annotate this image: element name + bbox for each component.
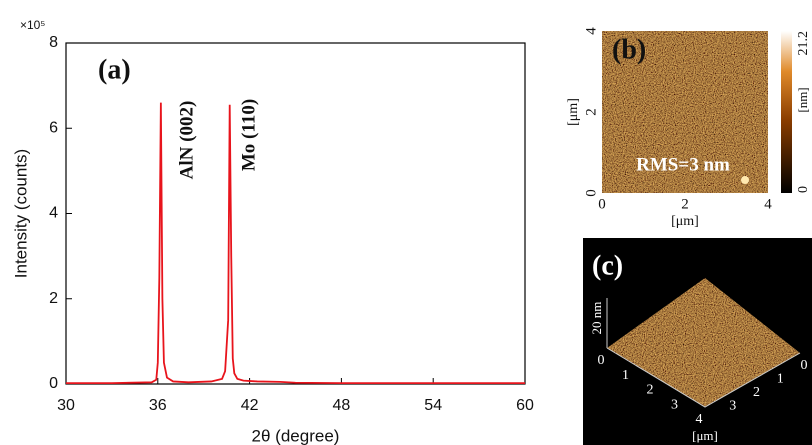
x-tick-label: 4 [764,196,772,212]
axis-tick-label: 1 [777,372,784,387]
x-tick-label: 60 [516,397,534,414]
peak-annotation: AlN (002) [176,101,197,180]
x-tick-label: 2 [681,196,689,212]
axis-unit: [μm] [692,428,718,443]
rms-label: RMS=3 nm [636,154,730,175]
afm-particle [741,176,749,184]
x-tick-label: 30 [57,397,75,414]
colorbar-unit: [nm] [795,87,810,112]
y-tick-label: 0 [583,189,599,197]
panel-label: (b) [612,34,646,65]
y-axis-label: Intensity (counts) [11,149,30,278]
y-multiplier: ×10⁵ [20,18,45,32]
colorbar-tick-label: 0 [796,186,811,193]
x-tick-label: 48 [333,397,351,414]
y-axis-unit: [μm] [566,98,581,126]
colorbar-tick-label: 21.2 [796,31,811,56]
axis-tick-label: 2 [647,383,654,398]
x-tick-label: 54 [424,397,442,414]
y-tick-label: 8 [49,34,58,51]
y-tick-label: 2 [583,108,599,116]
peak-annotation: Mo (110) [238,99,259,171]
afm-3d-edges [606,347,801,408]
axis-tick-label: 2 [753,385,760,400]
y-tick-label: 0 [49,375,58,392]
plot-frame [65,42,526,385]
panel-label: (c) [592,250,623,281]
y-tick-label: 2 [49,290,58,307]
panel-label: (a) [98,54,131,85]
axis-tick-label: 1 [622,368,629,383]
x-tick-label: 42 [241,397,259,414]
axis-tick-label: 0 [598,353,605,368]
x-axis-unit: [μm] [671,214,699,229]
z-label: 20 nm [589,302,604,335]
x-tick-label: 0 [598,196,606,212]
axis-tick-label: 4 [696,412,703,427]
x-axis-label: 2θ (degree) [252,426,340,445]
afm-texture-b [602,31,768,193]
x-tick-label: 36 [149,397,167,414]
y-tick-label: 4 [49,205,58,222]
axis-tick-label: 3 [729,399,736,414]
y-tick-label: 4 [583,27,599,35]
axis-tick-label: 3 [671,397,678,412]
data-line [66,102,525,385]
y-tick-label: 6 [49,119,58,136]
axis-tick-label: 0 [801,358,808,373]
colorbar [781,31,792,193]
